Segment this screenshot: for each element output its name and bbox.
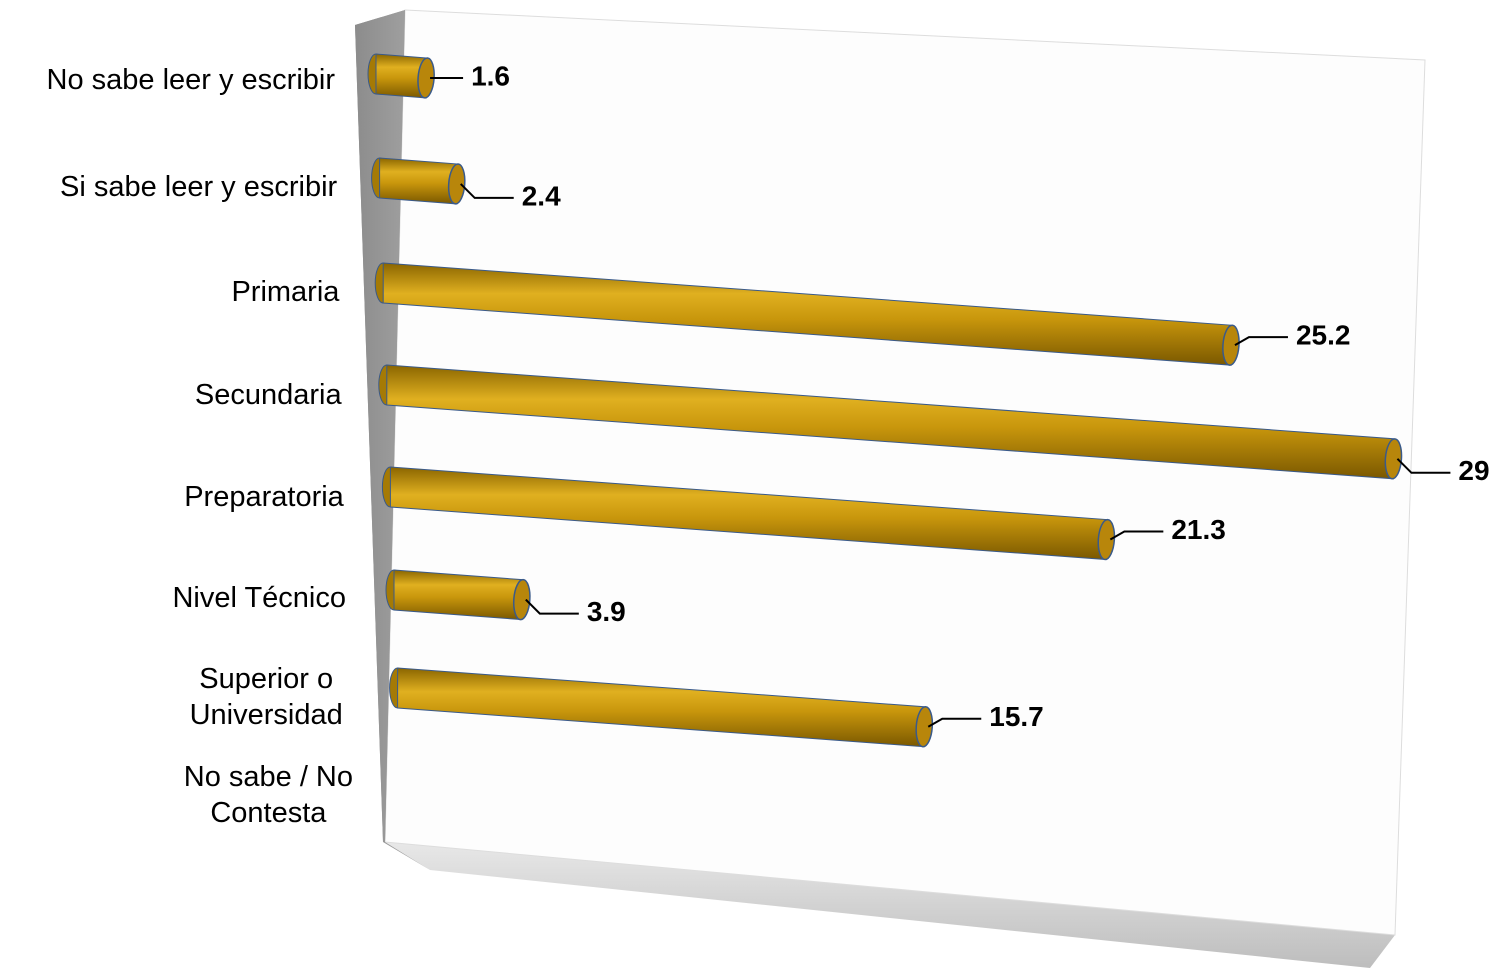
value-label: 25.2 bbox=[1296, 320, 1351, 351]
value-label: 1.6 bbox=[471, 60, 510, 91]
bar-end bbox=[1384, 438, 1403, 480]
bar bbox=[389, 667, 934, 748]
bar bbox=[374, 262, 1240, 366]
bar-end bbox=[447, 163, 466, 205]
category-label: No sabe leer y escribir bbox=[46, 64, 336, 96]
back-wall bbox=[384, 9, 1426, 936]
category-label: Superior o Universidad bbox=[189, 663, 343, 731]
category-label: Secundaria bbox=[194, 379, 342, 411]
leader-line bbox=[1396, 458, 1451, 474]
leader-line bbox=[1234, 336, 1288, 347]
value-label: 29.9 bbox=[1458, 455, 1491, 486]
bar-end bbox=[512, 578, 531, 621]
category-label: Preparatoria bbox=[184, 481, 344, 513]
value-label: 21.3 bbox=[1171, 514, 1226, 545]
leader-line bbox=[927, 717, 982, 728]
bar bbox=[381, 466, 1116, 561]
leader-line bbox=[460, 183, 514, 199]
side-wall-edge bbox=[355, 10, 430, 870]
bar-end bbox=[1097, 518, 1116, 561]
bar-end bbox=[915, 706, 934, 748]
value-label: 2.4 bbox=[522, 180, 561, 211]
bar-body bbox=[379, 157, 458, 205]
bar bbox=[367, 53, 435, 99]
leader-line bbox=[525, 598, 579, 615]
bar bbox=[378, 364, 1403, 480]
leader-line bbox=[1109, 530, 1164, 541]
category-label: Si sabe leer y escribir bbox=[59, 171, 338, 203]
category-label: Nivel Técnico bbox=[172, 582, 346, 614]
value-label: 15.7 bbox=[989, 701, 1044, 732]
category-label: Primaria bbox=[231, 276, 340, 308]
category-label: No sabe / No Contesta bbox=[183, 761, 354, 829]
bar bbox=[371, 157, 466, 205]
floor bbox=[385, 842, 1395, 968]
bar bbox=[385, 569, 531, 621]
value-label: 3.9 bbox=[587, 596, 626, 627]
bar-end bbox=[1222, 324, 1240, 366]
